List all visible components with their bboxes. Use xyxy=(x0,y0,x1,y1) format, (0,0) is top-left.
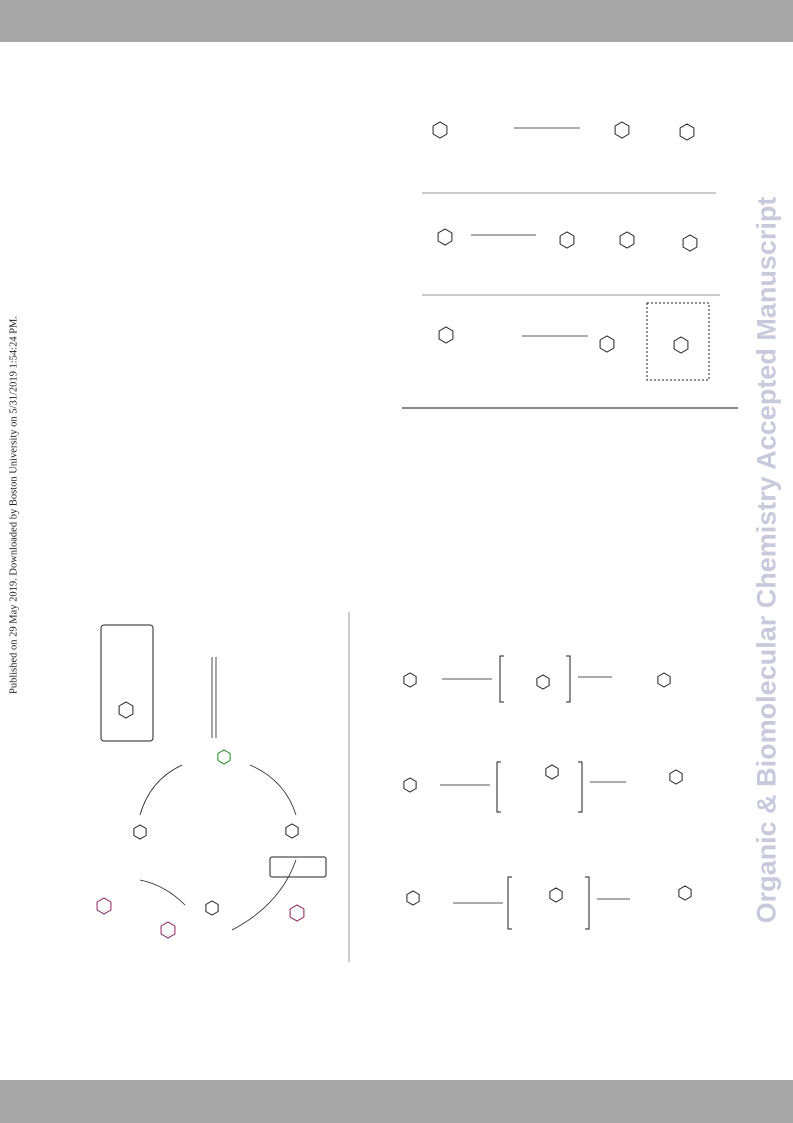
ring xyxy=(403,672,417,688)
ring xyxy=(679,123,695,141)
ring xyxy=(160,921,176,939)
ring xyxy=(217,749,231,765)
ring xyxy=(669,769,683,785)
ring xyxy=(549,887,563,903)
ring xyxy=(133,824,147,840)
ring xyxy=(118,701,134,719)
highlight-box xyxy=(646,302,710,381)
ring xyxy=(432,121,448,139)
ring xyxy=(614,121,630,139)
ring xyxy=(406,890,420,906)
arrows xyxy=(139,127,630,931)
footer-bar xyxy=(0,1080,793,1123)
ring xyxy=(437,228,453,246)
ring xyxy=(678,885,692,901)
ring xyxy=(285,823,299,839)
ring xyxy=(559,231,575,249)
ring xyxy=(545,764,559,780)
ring xyxy=(673,336,689,354)
ring xyxy=(682,234,698,252)
ring xyxy=(657,672,671,688)
ring xyxy=(403,777,417,793)
ring xyxy=(289,904,305,922)
ring xyxy=(96,897,112,915)
ring xyxy=(205,900,219,916)
brackets xyxy=(496,655,590,930)
header-bar xyxy=(0,0,793,42)
ring xyxy=(619,231,635,249)
label-box xyxy=(269,856,327,878)
ring xyxy=(536,674,550,690)
ring xyxy=(438,326,454,344)
catalyst-box xyxy=(100,624,154,742)
ring xyxy=(599,335,615,353)
